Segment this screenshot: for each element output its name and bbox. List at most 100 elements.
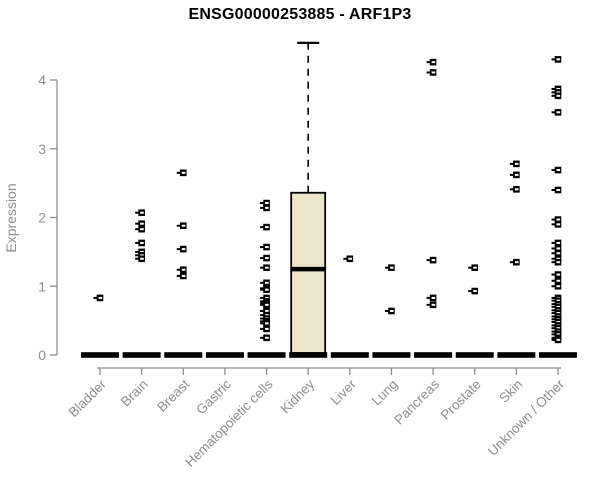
data-point-marker-slit (556, 169, 561, 172)
data-point-marker-slit (556, 333, 561, 336)
data-point-marker-slit (265, 246, 269, 249)
x-tick-label: Pancreas (391, 376, 442, 427)
zero-expression-bar (330, 352, 369, 358)
y-tick-label: 3 (38, 141, 46, 157)
data-point-marker-slit (556, 247, 561, 250)
data-point-marker-slit (556, 241, 561, 244)
data-point-marker-slit (556, 321, 561, 323)
x-tick-label: Kidney (278, 376, 318, 416)
data-point-marker-slit (431, 61, 436, 64)
data-point-marker-slit (431, 303, 436, 306)
x-tick-label: Bladder (66, 376, 110, 420)
zero-expression-bar (414, 352, 453, 358)
zero-expression-bar (455, 352, 494, 358)
y-tick-label: 4 (38, 72, 46, 88)
data-point-marker-slit (556, 338, 561, 341)
zero-expression-bar (247, 352, 286, 358)
x-tick-label: Prostate (438, 377, 484, 423)
data-point-marker-slit (431, 259, 436, 262)
data-point-marker-slit (514, 188, 519, 191)
data-point-marker-slit (556, 285, 561, 288)
data-point-marker-slit (556, 252, 561, 255)
zero-expression-bar (372, 352, 411, 358)
data-point-marker-slit (514, 261, 519, 264)
data-point-marker-slit (98, 296, 103, 299)
data-point-marker-slit (556, 94, 561, 97)
data-point-marker-slit (556, 58, 561, 61)
data-point-marker-slit (556, 261, 561, 264)
data-point-marker-slit (265, 281, 269, 284)
data-point-marker-slit (265, 257, 269, 260)
data-point-marker-slit (556, 305, 561, 308)
data-point-marker-slit (514, 173, 519, 176)
data-point-marker-slit (556, 223, 561, 226)
data-point-marker-slit (431, 71, 436, 74)
zero-expression-bar (289, 352, 328, 358)
data-point-marker-slit (473, 290, 477, 293)
data-point-marker-slit (181, 274, 186, 277)
zero-expression-bar (205, 352, 244, 358)
data-point-marker-slit (265, 202, 269, 205)
data-point-marker-slit (140, 257, 144, 260)
data-point-marker-slit (556, 299, 561, 302)
zero-expression-bar (539, 352, 577, 358)
x-tick-label: Breast (154, 376, 192, 414)
data-point-marker-slit (556, 327, 561, 330)
data-point-marker-slit (348, 257, 352, 260)
data-point-marker-slit (431, 296, 436, 299)
zero-expression-bar (497, 352, 536, 358)
data-point-marker-slit (181, 171, 186, 174)
data-point-marker-slit (556, 279, 561, 282)
chart-title: ENSG00000253885 - ARF1P3 (188, 6, 412, 23)
zero-expression-bar (81, 352, 119, 358)
data-point-marker-slit (514, 162, 519, 165)
data-point-marker-slit (181, 248, 186, 251)
x-tick-label: Liver (328, 376, 360, 408)
data-point-marker-slit (140, 228, 144, 231)
data-point-marker-slit (265, 266, 269, 269)
data-point-marker-slit (140, 222, 144, 225)
data-point-marker-slit (140, 254, 144, 257)
data-point-marker-slit (265, 322, 269, 325)
data-point-marker-slit (265, 288, 269, 291)
data-point-marker-slit (265, 303, 269, 306)
data-point-marker-slit (473, 266, 477, 269)
y-axis-title: Expression (3, 183, 19, 252)
y-tick-label: 0 (38, 347, 46, 363)
data-point-marker-slit (265, 336, 269, 339)
data-point-marker-slit (140, 211, 144, 214)
zero-expression-bar (164, 352, 203, 358)
data-point-marker-slit (556, 273, 561, 276)
kidney-box (290, 191, 327, 354)
x-tick-label: Brain (118, 377, 151, 410)
y-tick-label: 1 (38, 278, 46, 294)
data-point-marker-slit (265, 296, 269, 299)
x-tick-label: Unknown / Other (485, 376, 568, 459)
data-point-marker-slit (265, 206, 269, 209)
data-point-marker-slit (556, 257, 561, 260)
data-point-marker-slit (556, 87, 561, 90)
x-tick-label: Lung (369, 377, 401, 409)
data-point-marker-slit (389, 266, 394, 269)
zero-expression-bar (122, 352, 161, 358)
data-point-marker-slit (265, 226, 269, 229)
data-point-marker-slit (181, 224, 186, 227)
data-point-marker-slit (556, 189, 561, 191)
data-point-marker-slit (140, 241, 144, 244)
data-point-marker-slit (140, 250, 144, 253)
data-point-marker-slit (265, 310, 269, 312)
data-point-marker-slit (556, 218, 561, 221)
data-point-marker-slit (265, 314, 269, 317)
data-point-marker-slit (181, 268, 186, 271)
x-tick-label: Gastric (193, 376, 234, 417)
data-point-marker-slit (556, 312, 561, 315)
data-point-marker-slit (556, 91, 561, 94)
data-point-marker-slit (265, 327, 269, 330)
x-tick-label: Skin (496, 377, 525, 406)
data-point-marker-slit (556, 111, 561, 114)
y-tick-label: 2 (38, 210, 46, 226)
data-point-marker-slit (389, 310, 394, 312)
